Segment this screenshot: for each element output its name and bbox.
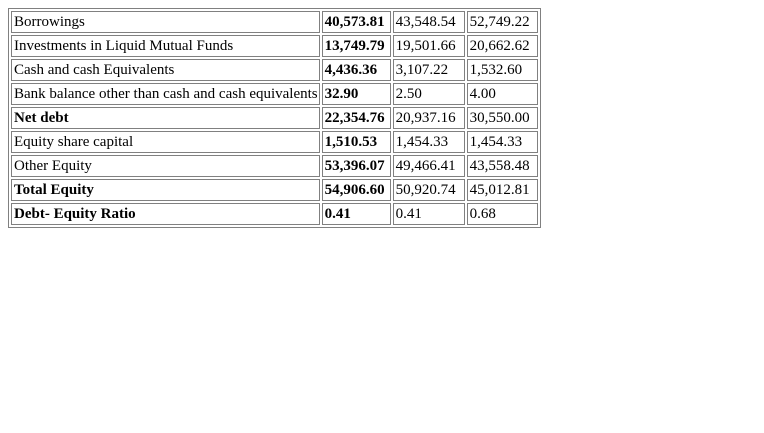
- value-cell-col3: 20,662.62: [466, 35, 538, 57]
- row-label: Bank balance other than cash and cash eq…: [11, 83, 320, 105]
- table-row: Net debt 22,354.76 20,937.16 30,550.00: [11, 107, 538, 129]
- value-cell-col1: 54,906.60: [321, 179, 391, 201]
- value-cell-col1: 32.90: [321, 83, 391, 105]
- value-cell-col2: 49,466.41: [392, 155, 465, 177]
- value-cell-col2: 50,920.74: [392, 179, 465, 201]
- table-row: Investments in Liquid Mutual Funds 13,74…: [11, 35, 538, 57]
- value-cell-col3: 4.00: [466, 83, 538, 105]
- financial-table: Borrowings 40,573.81 43,548.54 52,749.22…: [8, 8, 541, 228]
- value-cell-col3: 43,558.48: [466, 155, 538, 177]
- value-cell-col2: 0.41: [392, 203, 465, 225]
- value-cell-col3: 1,454.33: [466, 131, 538, 153]
- table-row: Total Equity 54,906.60 50,920.74 45,012.…: [11, 179, 538, 201]
- value-cell-col3: 1,532.60: [466, 59, 538, 81]
- value-cell-col2: 43,548.54: [392, 11, 465, 33]
- value-cell-col3: 45,012.81: [466, 179, 538, 201]
- financial-table-body: Borrowings 40,573.81 43,548.54 52,749.22…: [11, 11, 538, 225]
- row-label: Equity share capital: [11, 131, 320, 153]
- row-label: Borrowings: [11, 11, 320, 33]
- value-cell-col2: 3,107.22: [392, 59, 465, 81]
- table-row: Debt- Equity Ratio 0.41 0.41 0.68: [11, 203, 538, 225]
- table-row: Bank balance other than cash and cash eq…: [11, 83, 538, 105]
- value-cell-col2: 20,937.16: [392, 107, 465, 129]
- value-cell-col2: 1,454.33: [392, 131, 465, 153]
- value-cell-col1: 1,510.53: [321, 131, 391, 153]
- value-cell-col1: 22,354.76: [321, 107, 391, 129]
- table-row: Cash and cash Equivalents 4,436.36 3,107…: [11, 59, 538, 81]
- row-label: Other Equity: [11, 155, 320, 177]
- value-cell-col1: 53,396.07: [321, 155, 391, 177]
- row-label: Investments in Liquid Mutual Funds: [11, 35, 320, 57]
- value-cell-col1: 40,573.81: [321, 11, 391, 33]
- row-label: Cash and cash Equivalents: [11, 59, 320, 81]
- row-label: Total Equity: [11, 179, 320, 201]
- table-row: Other Equity 53,396.07 49,466.41 43,558.…: [11, 155, 538, 177]
- value-cell-col3: 0.68: [466, 203, 538, 225]
- table-row: Borrowings 40,573.81 43,548.54 52,749.22: [11, 11, 538, 33]
- row-label: Debt- Equity Ratio: [11, 203, 320, 225]
- value-cell-col2: 2.50: [392, 83, 465, 105]
- value-cell-col3: 52,749.22: [466, 11, 538, 33]
- value-cell-col2: 19,501.66: [392, 35, 465, 57]
- value-cell-col1: 13,749.79: [321, 35, 391, 57]
- value-cell-col3: 30,550.00: [466, 107, 538, 129]
- value-cell-col1: 0.41: [321, 203, 391, 225]
- row-label: Net debt: [11, 107, 320, 129]
- table-row: Equity share capital 1,510.53 1,454.33 1…: [11, 131, 538, 153]
- value-cell-col1: 4,436.36: [321, 59, 391, 81]
